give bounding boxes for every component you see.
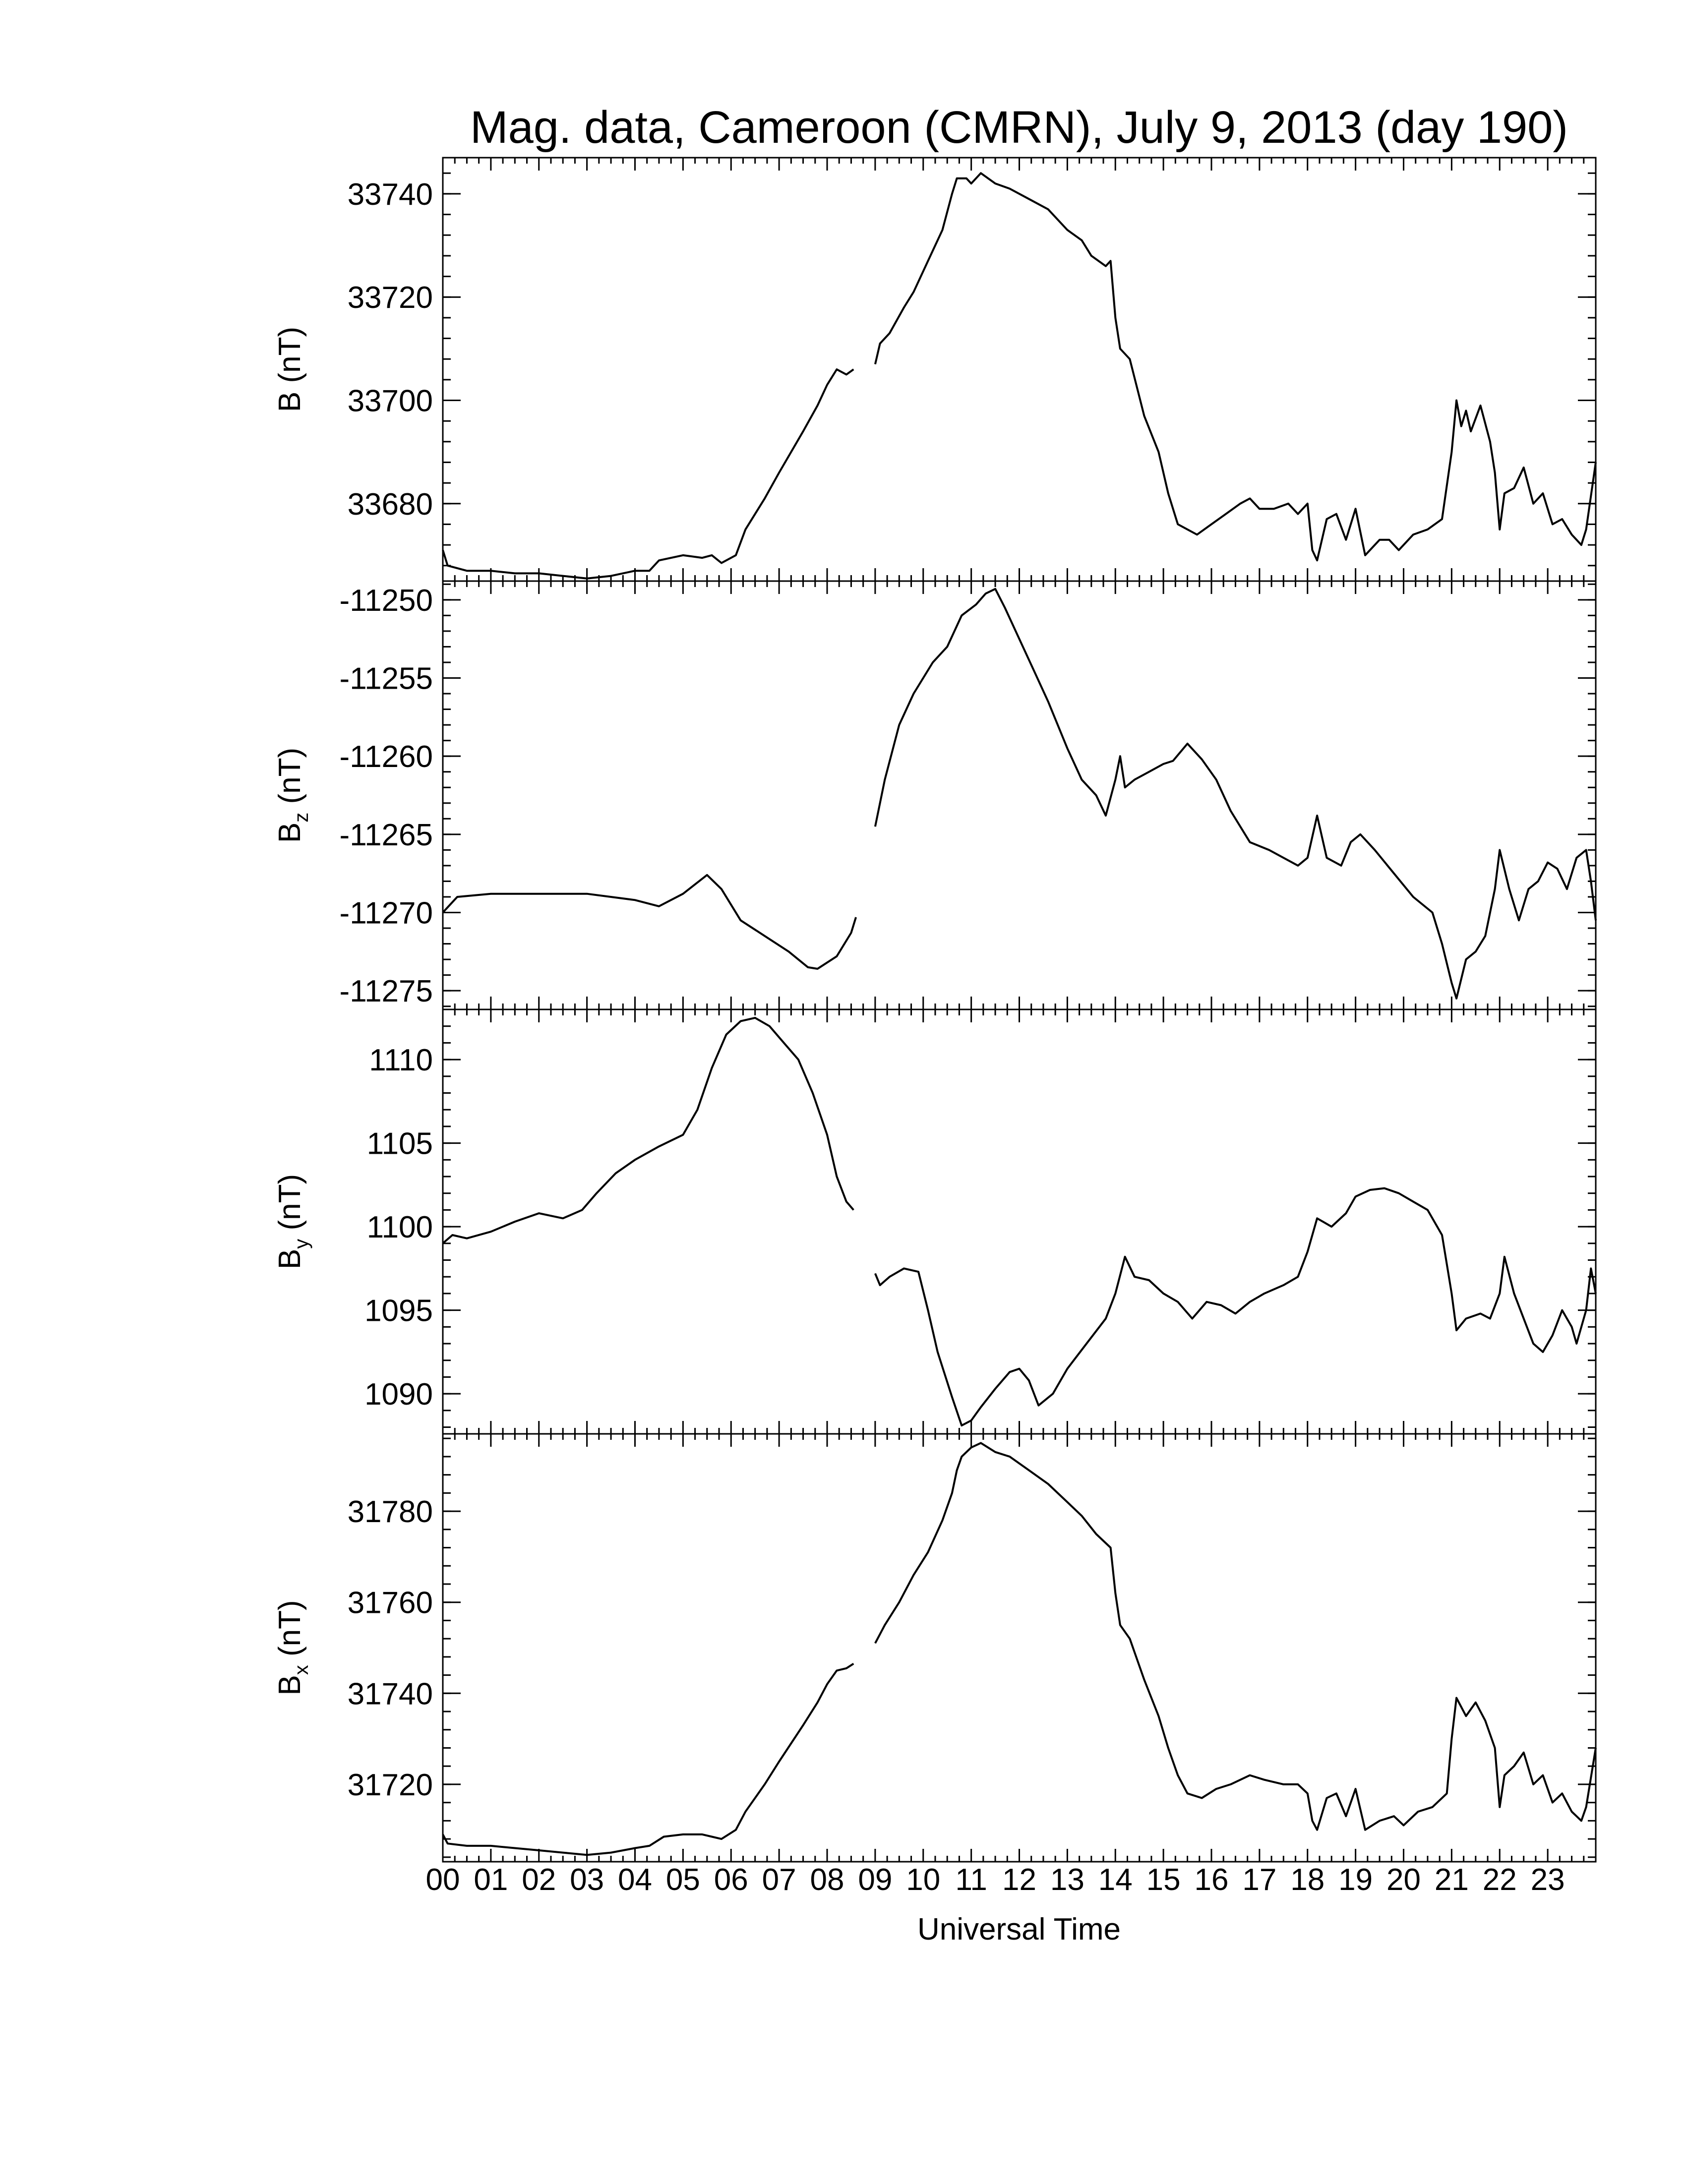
y-tick-label: 33700 — [348, 384, 433, 418]
y-tick-label: 33720 — [348, 281, 433, 315]
series-line-x — [874, 1442, 1597, 1831]
x-tick-label: 09 — [858, 1863, 892, 1897]
y-tick-label: -11265 — [340, 818, 433, 852]
x-tick-label: 01 — [474, 1863, 508, 1897]
y-tick-label: 1110 — [369, 1043, 433, 1077]
y-tick-label: 1090 — [364, 1377, 433, 1412]
x-tick-label: 18 — [1290, 1863, 1325, 1897]
y-tick-label: 33680 — [348, 487, 433, 522]
x-tick-label: 23 — [1531, 1863, 1565, 1897]
y-tick-label: -11275 — [340, 974, 433, 1008]
x-tick-label: 05 — [666, 1863, 700, 1897]
x-axis-label: Universal Time — [917, 1912, 1121, 1947]
x-tick-label: 12 — [1002, 1863, 1036, 1897]
series-line-x — [442, 1662, 854, 1856]
y-tick-label: 1100 — [367, 1210, 433, 1244]
series-line-y — [442, 1016, 854, 1244]
x-tick-label: 14 — [1098, 1863, 1133, 1897]
y-tick-label: 31760 — [348, 1586, 433, 1620]
panel-z: -11275 -11270 -11265 -11260 -11255 -11250 Bz (… — [273, 580, 1597, 1010]
x-tick-label: 19 — [1338, 1863, 1373, 1897]
x-tick-label: 16 — [1195, 1863, 1229, 1897]
panel-total: 33680 33700 33720 33740 B (nT) — [273, 157, 1597, 582]
panel-y: 1090 1095 1100 1105 1110 By (nT) — [273, 1008, 1597, 1435]
y-axis-label: By (nT) — [273, 1174, 312, 1269]
x-tick-label: 02 — [522, 1863, 556, 1897]
y-tick-label: 33740 — [348, 177, 433, 212]
series-line-total — [442, 368, 854, 580]
y-tick-label: 1095 — [364, 1294, 433, 1328]
y-tick-label: -11260 — [340, 740, 433, 774]
chart-title: Mag. data, Cameroon (CMRN), July 9, 2013… — [470, 102, 1568, 153]
series-line-z — [874, 588, 1597, 1000]
series-line-z — [442, 874, 857, 970]
panel-frame — [442, 580, 1597, 1010]
x-tick-label: 17 — [1242, 1863, 1276, 1897]
y-tick-label: -11250 — [340, 584, 433, 618]
y-tick-label: 31720 — [348, 1768, 433, 1802]
x-tick-label: 04 — [618, 1863, 652, 1897]
x-tick-label: 10 — [906, 1863, 940, 1897]
x-tick-label: 07 — [762, 1863, 796, 1897]
y-axis-label: Bz (nT) — [273, 748, 312, 843]
panel-frame — [442, 1433, 1597, 1863]
y-axis-label: Bx (nT) — [273, 1600, 312, 1695]
x-tick-label: 13 — [1050, 1863, 1084, 1897]
x-tick-label: 21 — [1435, 1863, 1469, 1897]
panel-x: 31720 31740 31760 31780 Bx (nT) — [273, 1433, 1597, 1863]
panel-frame — [442, 157, 1597, 582]
y-tick-label: -11255 — [340, 662, 433, 696]
x-tick-label: 22 — [1483, 1863, 1517, 1897]
y-tick-label: 31740 — [348, 1677, 433, 1711]
x-tick-label: 06 — [714, 1863, 748, 1897]
series-line-y — [874, 1187, 1597, 1427]
x-tick-label: 15 — [1146, 1863, 1181, 1897]
x-tick-label: 00 — [426, 1863, 460, 1897]
y-tick-label: -11270 — [340, 896, 433, 930]
series-line-total — [874, 172, 1597, 562]
x-tick-label: 20 — [1386, 1863, 1421, 1897]
x-tick-label: 08 — [810, 1863, 844, 1897]
x-tick-label: 03 — [570, 1863, 604, 1897]
y-tick-label: 31780 — [348, 1495, 433, 1529]
y-axis-label: B (nT) — [273, 327, 307, 412]
x-tick-labels: 00 01 02 03 04 05 06 07 08 09 10 11 12 13 14 15 16 17 18 19… — [426, 1863, 1565, 1897]
y-tick-label: 1105 — [367, 1127, 433, 1161]
x-tick-label: 11 — [955, 1863, 987, 1897]
